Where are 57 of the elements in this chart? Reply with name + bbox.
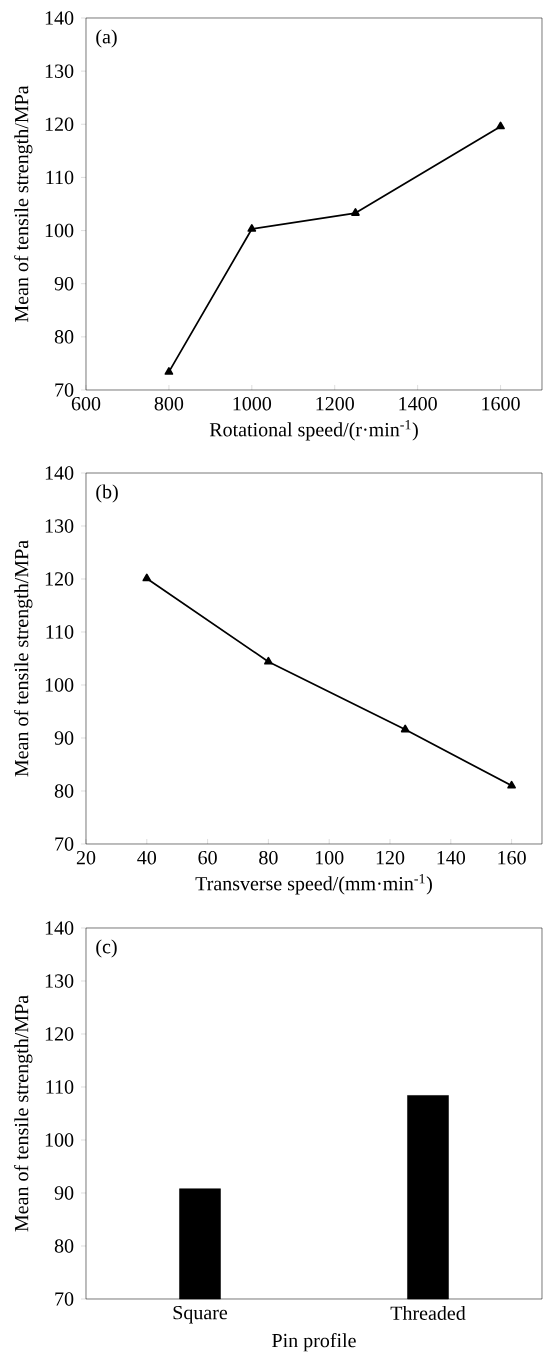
- y-tick-label: 100: [45, 223, 74, 238]
- y-tick-label: 140: [45, 921, 74, 935]
- y-tick-label: 140: [45, 466, 74, 480]
- point: [164, 367, 174, 375]
- y-tick-label: 100: [45, 1133, 74, 1147]
- y-tick-label: 130: [45, 519, 74, 533]
- x-tick-label: 140: [437, 850, 466, 865]
- y-tick-label: 70: [55, 837, 74, 851]
- y-axis-title: Mean of tensile strength/MPa: [14, 85, 33, 322]
- x-axis-title: Transverse speed/(mm·min$^{-1}$): [195, 874, 432, 895]
- y-tick-label: 120: [45, 572, 74, 586]
- y-tick-label: 80: [54, 330, 74, 344]
- y-tick-label: 80: [54, 784, 74, 798]
- point: [496, 121, 505, 130]
- x-tick-label: 1600: [482, 396, 520, 411]
- x-tick-label: 160: [498, 850, 526, 865]
- point: [400, 724, 410, 733]
- x-tick-label: 100: [315, 850, 344, 865]
- y-tick-label: 100: [45, 678, 74, 692]
- x-tick-label: 600: [71, 396, 101, 411]
- x-tick-label: Threaded: [390, 1305, 466, 1320]
- y-tick-label: 130: [45, 64, 74, 78]
- y-tick-label: 120: [45, 117, 74, 132]
- y-tick-label: 130: [45, 974, 74, 988]
- annotation: (a): [96, 29, 117, 48]
- point: [142, 573, 152, 582]
- x-tick-label: 1200: [316, 396, 354, 411]
- y-tick-label: 90: [54, 731, 74, 745]
- x-tick-label: 120: [376, 850, 405, 865]
- y-tick-label: 120: [45, 1027, 74, 1041]
- y-tick-label: 70: [55, 383, 74, 397]
- x-axis-title: Rotational speed/(r·min$^{-1}$): [209, 420, 418, 441]
- x-axis-title: Pin profile: [272, 1333, 356, 1352]
- x-tick-label: 800: [154, 396, 184, 411]
- y-tick-label: 110: [46, 625, 74, 639]
- x-tick-label: 20: [76, 850, 96, 865]
- point: [351, 208, 360, 216]
- y-tick-label: 80: [54, 1239, 74, 1253]
- y-tick-label: 90: [54, 276, 74, 291]
- y-tick-label: 110: [46, 170, 74, 185]
- annotation: (c): [96, 939, 117, 958]
- x-tick-label: 40: [137, 850, 157, 865]
- annotation: (b): [96, 484, 118, 503]
- y-axis-title: Mean of tensile strength/MPa: [14, 540, 33, 777]
- point: [507, 780, 516, 789]
- x-tick-label: 1000: [233, 396, 272, 411]
- x-tick-label: 60: [198, 850, 217, 865]
- point: [264, 656, 273, 665]
- x-tick-label: 80: [259, 850, 278, 865]
- point: [247, 224, 257, 232]
- y-tick-label: 90: [54, 1186, 74, 1200]
- x-tick-label: Square: [173, 1305, 228, 1324]
- y-axis-title: Mean of tensile strength/MPa: [14, 995, 33, 1232]
- x-tick-label: 1400: [399, 396, 437, 411]
- y-tick-label: 70: [55, 1292, 74, 1306]
- y-tick-label: 140: [45, 11, 74, 25]
- y-tick-label: 110: [46, 1080, 74, 1094]
